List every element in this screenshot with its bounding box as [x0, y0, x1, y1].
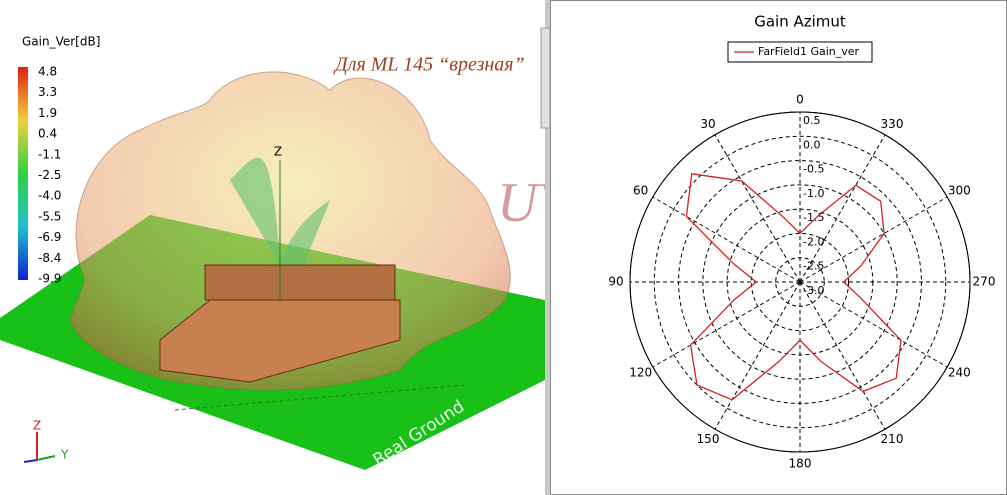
series-line [685, 173, 902, 401]
grid-spoke [714, 281, 801, 430]
plot-panel [550, 0, 1007, 495]
colorbar-label: 3.3 [38, 85, 57, 99]
grid-spoke [714, 134, 801, 283]
theta-tick-label: 30 [700, 117, 715, 131]
triad-y-label: Y [60, 448, 69, 462]
grid-spoke [652, 196, 801, 283]
toolbar-edge [540, 27, 551, 129]
theta-tick-label: 0 [796, 93, 804, 107]
grid-circle [702, 184, 898, 380]
theta-tick-label: 210 [881, 432, 904, 446]
triad-z-label: Z [33, 419, 41, 433]
colorbar-title: Gain_Ver[dB] [22, 35, 100, 49]
colorbar-label: -2.5 [38, 168, 61, 182]
grid-spoke [652, 281, 801, 368]
antenna-top [204, 264, 396, 301]
splitter[interactable] [545, 0, 550, 495]
colorbar-label: 0.4 [38, 127, 57, 141]
legend-box [727, 41, 873, 63]
polar-chart: Gain Azimut-3.0-2.5-2.0-1.5-1.0-0.50.00.… [608, 13, 995, 471]
theta-tick-label: 270 [973, 275, 996, 289]
colorbar-label: -6.9 [38, 230, 61, 244]
theta-tick-label: 330 [881, 117, 904, 131]
r-tick-label: 0.0 [803, 138, 821, 151]
triad-x [23, 459, 38, 463]
r-tick-label: -0.5 [803, 163, 824, 176]
colorbar-label: -4.0 [38, 189, 61, 203]
colorbar-label: -1.1 [38, 147, 61, 161]
colorbar-label: -9.9 [38, 272, 61, 286]
r-tick-label: -2.5 [803, 260, 824, 273]
colorbar-label: 1.9 [38, 106, 57, 120]
colorbar-label: -5.5 [38, 209, 61, 223]
r-tick-label: -1.0 [803, 187, 824, 200]
grid-circle [750, 232, 850, 332]
legend-label: FarField1 Gain_ver [758, 45, 860, 58]
annotation: Для ML 145 “врезная” [333, 54, 525, 76]
colorbar [18, 67, 28, 280]
theta-tick-label: 60 [633, 184, 648, 198]
grid-circle [653, 135, 947, 429]
theta-tick-label: 120 [629, 366, 652, 380]
theta-tick-label: 300 [948, 184, 971, 198]
grid-spoke [799, 281, 948, 368]
axis-label: Z [274, 145, 282, 159]
grid-spoke [799, 281, 886, 430]
r-tick-label: 0.5 [803, 114, 821, 127]
theta-tick-label: 90 [608, 275, 623, 289]
theta-tick-label: 180 [789, 457, 812, 471]
theta-tick-label: 150 [697, 432, 720, 446]
3d-view: Gain_Ver[dB] Z Для ML 145 “врезная” UVE … [0, 34, 606, 471]
colorbar-label: -8.4 [38, 251, 61, 265]
theta-tick-label: 240 [948, 366, 971, 380]
chart-title: Gain Azimut [754, 13, 846, 31]
colorbar-label: 4.8 [38, 65, 57, 79]
r-tick-label: -2.0 [803, 235, 824, 248]
pattern-core [230, 157, 330, 300]
grid-spoke [799, 134, 886, 283]
triad-y [36, 455, 56, 461]
grid-spoke [799, 196, 948, 283]
